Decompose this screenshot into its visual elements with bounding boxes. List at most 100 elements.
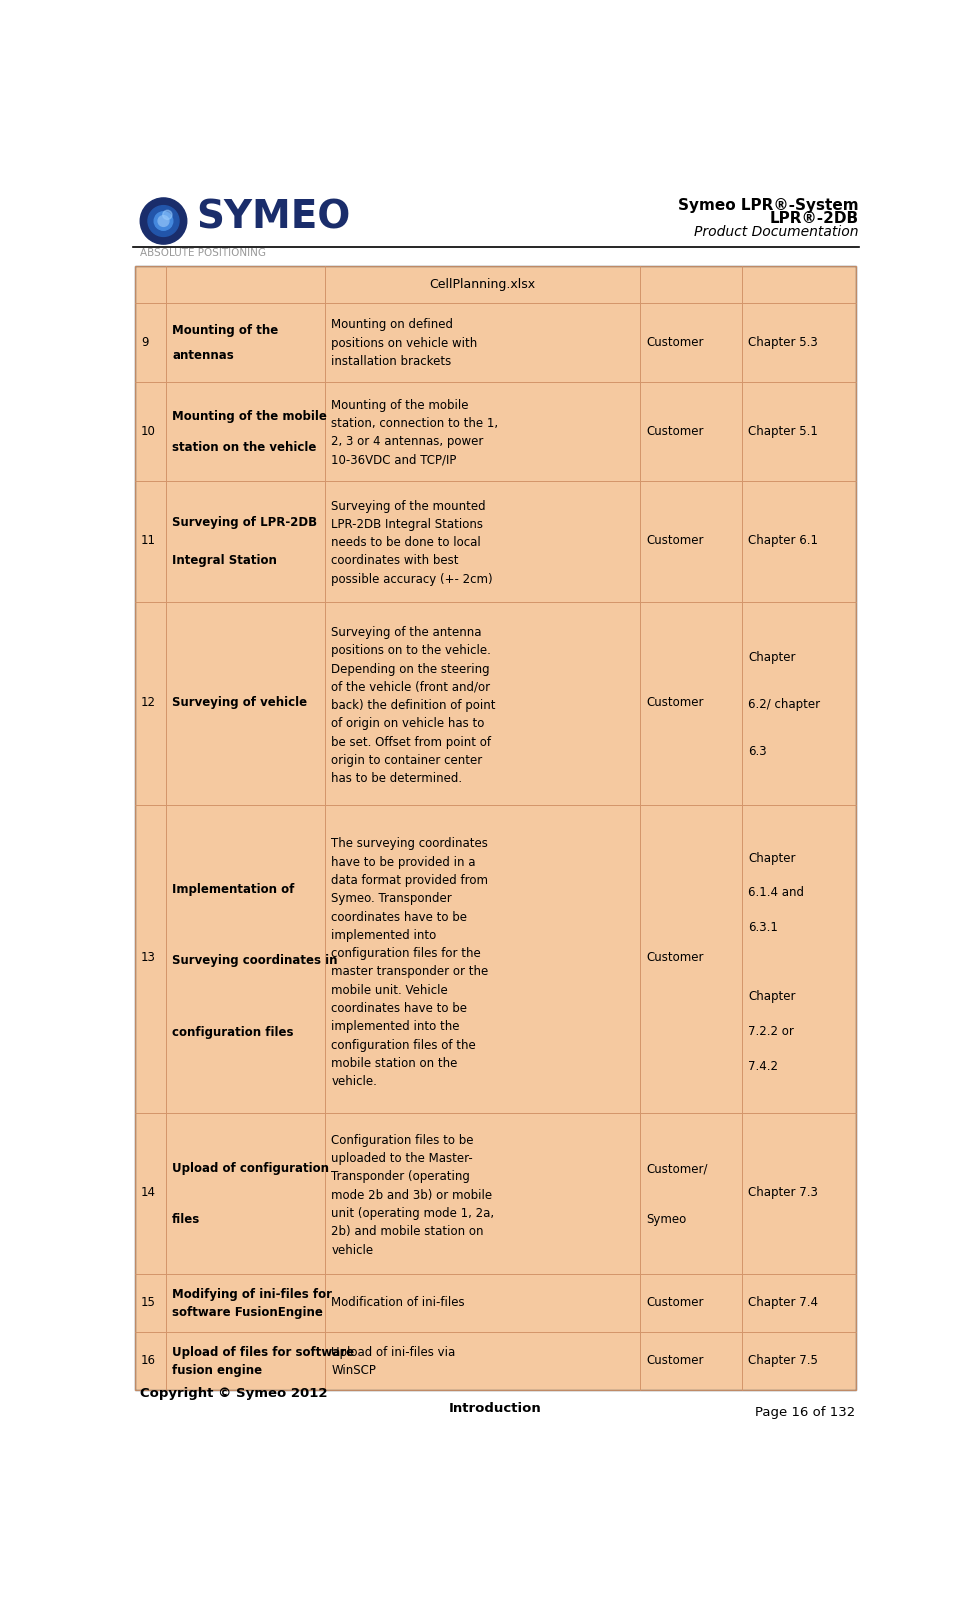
Text: Symeo LPR®-System: Symeo LPR®-System [678, 198, 859, 213]
Text: mode 2b and 3b) or mobile: mode 2b and 3b) or mobile [332, 1189, 492, 1202]
Text: possible accuracy (+- 2cm): possible accuracy (+- 2cm) [332, 572, 493, 585]
Text: 6.3: 6.3 [748, 745, 767, 757]
Text: WinSCP: WinSCP [332, 1363, 376, 1377]
Text: 9: 9 [141, 336, 149, 348]
Text: Customer: Customer [646, 336, 704, 348]
Text: vehicle.: vehicle. [332, 1075, 377, 1088]
Text: coordinates have to be: coordinates have to be [332, 911, 467, 924]
Text: 11: 11 [141, 534, 156, 548]
Bar [134, 304, 166, 382]
Text: 2b) and mobile station on: 2b) and mobile station on [332, 1226, 484, 1238]
Text: Customer: Customer [646, 534, 704, 548]
Bar [325, 1274, 640, 1333]
Text: Mounting of the mobile: Mounting of the mobile [172, 409, 327, 423]
Text: 10: 10 [141, 425, 156, 438]
Text: Customer: Customer [646, 1296, 704, 1309]
Bar [742, 1333, 857, 1390]
Circle shape [162, 211, 172, 219]
Text: Copyright © Symeo 2012: Copyright © Symeo 2012 [140, 1387, 328, 1400]
Text: files: files [172, 1213, 200, 1226]
Text: 6.1.4 and: 6.1.4 and [748, 887, 805, 900]
Text: Surveying of vehicle: Surveying of vehicle [172, 695, 308, 710]
Bar [134, 481, 166, 601]
Bar [166, 304, 325, 382]
Text: Chapter 6.1: Chapter 6.1 [748, 534, 818, 548]
Text: ABSOLUTE POSITIONING: ABSOLUTE POSITIONING [140, 248, 266, 259]
Text: Customer/: Customer/ [646, 1162, 708, 1175]
Bar [134, 382, 166, 481]
Text: be set. Offset from point of: be set. Offset from point of [332, 735, 491, 749]
Bar [742, 1112, 857, 1274]
Text: The surveying coordinates: The surveying coordinates [332, 837, 488, 850]
Text: implemented into: implemented into [332, 928, 437, 941]
Text: needs to be done to local: needs to be done to local [332, 535, 482, 550]
Text: data format provided from: data format provided from [332, 874, 488, 887]
Text: Chapter: Chapter [748, 991, 796, 1004]
Bar [640, 601, 742, 805]
Bar [640, 481, 742, 601]
Bar [325, 267, 640, 304]
Text: unit (operating mode 1, 2a,: unit (operating mode 1, 2a, [332, 1206, 494, 1219]
Bar [166, 382, 325, 481]
Text: of origin on vehicle has to: of origin on vehicle has to [332, 718, 484, 730]
Bar [640, 1333, 742, 1390]
Bar [742, 601, 857, 805]
Bar [134, 805, 166, 1112]
Text: Depending on the steering: Depending on the steering [332, 663, 490, 676]
Text: uploaded to the Master-: uploaded to the Master- [332, 1152, 473, 1165]
Text: master transponder or the: master transponder or the [332, 965, 488, 978]
Text: Chapter: Chapter [748, 650, 796, 665]
Bar [742, 382, 857, 481]
Text: LPR®-2DB: LPR®-2DB [770, 211, 859, 227]
Text: Symeo. Transponder: Symeo. Transponder [332, 892, 453, 904]
Text: Upload of files for software: Upload of files for software [172, 1346, 354, 1358]
Bar [640, 805, 742, 1112]
Bar [640, 1112, 742, 1274]
Bar [134, 1333, 166, 1390]
Text: Surveying of LPR-2DB: Surveying of LPR-2DB [172, 516, 317, 529]
Text: vehicle: vehicle [332, 1243, 373, 1256]
Text: Surveying coordinates in: Surveying coordinates in [172, 954, 337, 967]
Text: Customer: Customer [646, 695, 704, 710]
Bar [325, 481, 640, 601]
Text: 14: 14 [141, 1186, 156, 1198]
Circle shape [158, 216, 169, 227]
Text: Mounting of the mobile: Mounting of the mobile [332, 398, 469, 412]
Text: of the vehicle (front and/or: of the vehicle (front and/or [332, 681, 490, 694]
Bar [134, 601, 166, 805]
Text: Chapter 7.5: Chapter 7.5 [748, 1354, 818, 1368]
Text: Integral Station: Integral Station [172, 555, 277, 567]
Bar [640, 267, 742, 304]
Bar [166, 601, 325, 805]
Bar [325, 1333, 640, 1390]
Text: positions on to the vehicle.: positions on to the vehicle. [332, 644, 491, 657]
Text: Modification of ini-files: Modification of ini-files [332, 1296, 465, 1309]
Bar [134, 267, 166, 304]
Text: 7.2.2 or: 7.2.2 or [748, 1024, 794, 1039]
Bar [166, 267, 325, 304]
Text: Configuration files to be: Configuration files to be [332, 1135, 474, 1147]
Bar [166, 1333, 325, 1390]
Bar [742, 481, 857, 601]
Bar [134, 1112, 166, 1274]
Text: 2, 3 or 4 antennas, power: 2, 3 or 4 antennas, power [332, 435, 484, 447]
Text: CellPlanning.xlsx: CellPlanning.xlsx [429, 278, 536, 291]
Bar [742, 304, 857, 382]
Text: origin to container center: origin to container center [332, 754, 483, 767]
Text: 10-36VDC and TCP/IP: 10-36VDC and TCP/IP [332, 454, 456, 467]
Text: Upload of ini-files via: Upload of ini-files via [332, 1346, 455, 1358]
Text: Product Documentation: Product Documentation [694, 225, 859, 238]
Text: Page 16 of 132: Page 16 of 132 [754, 1406, 855, 1419]
Text: Mounting on defined: Mounting on defined [332, 318, 454, 331]
Text: installation brackets: installation brackets [332, 355, 452, 368]
Text: Transponder (operating: Transponder (operating [332, 1170, 470, 1184]
Text: Introduction: Introduction [450, 1401, 542, 1414]
Bar [640, 304, 742, 382]
Text: 7.4.2: 7.4.2 [748, 1059, 778, 1072]
Text: Chapter 5.3: Chapter 5.3 [748, 336, 818, 348]
Text: Upload of configuration: Upload of configuration [172, 1162, 329, 1175]
Text: 13: 13 [141, 951, 156, 964]
Text: Chapter 7.3: Chapter 7.3 [748, 1186, 818, 1198]
Text: Symeo: Symeo [646, 1213, 687, 1226]
Bar [325, 304, 640, 382]
